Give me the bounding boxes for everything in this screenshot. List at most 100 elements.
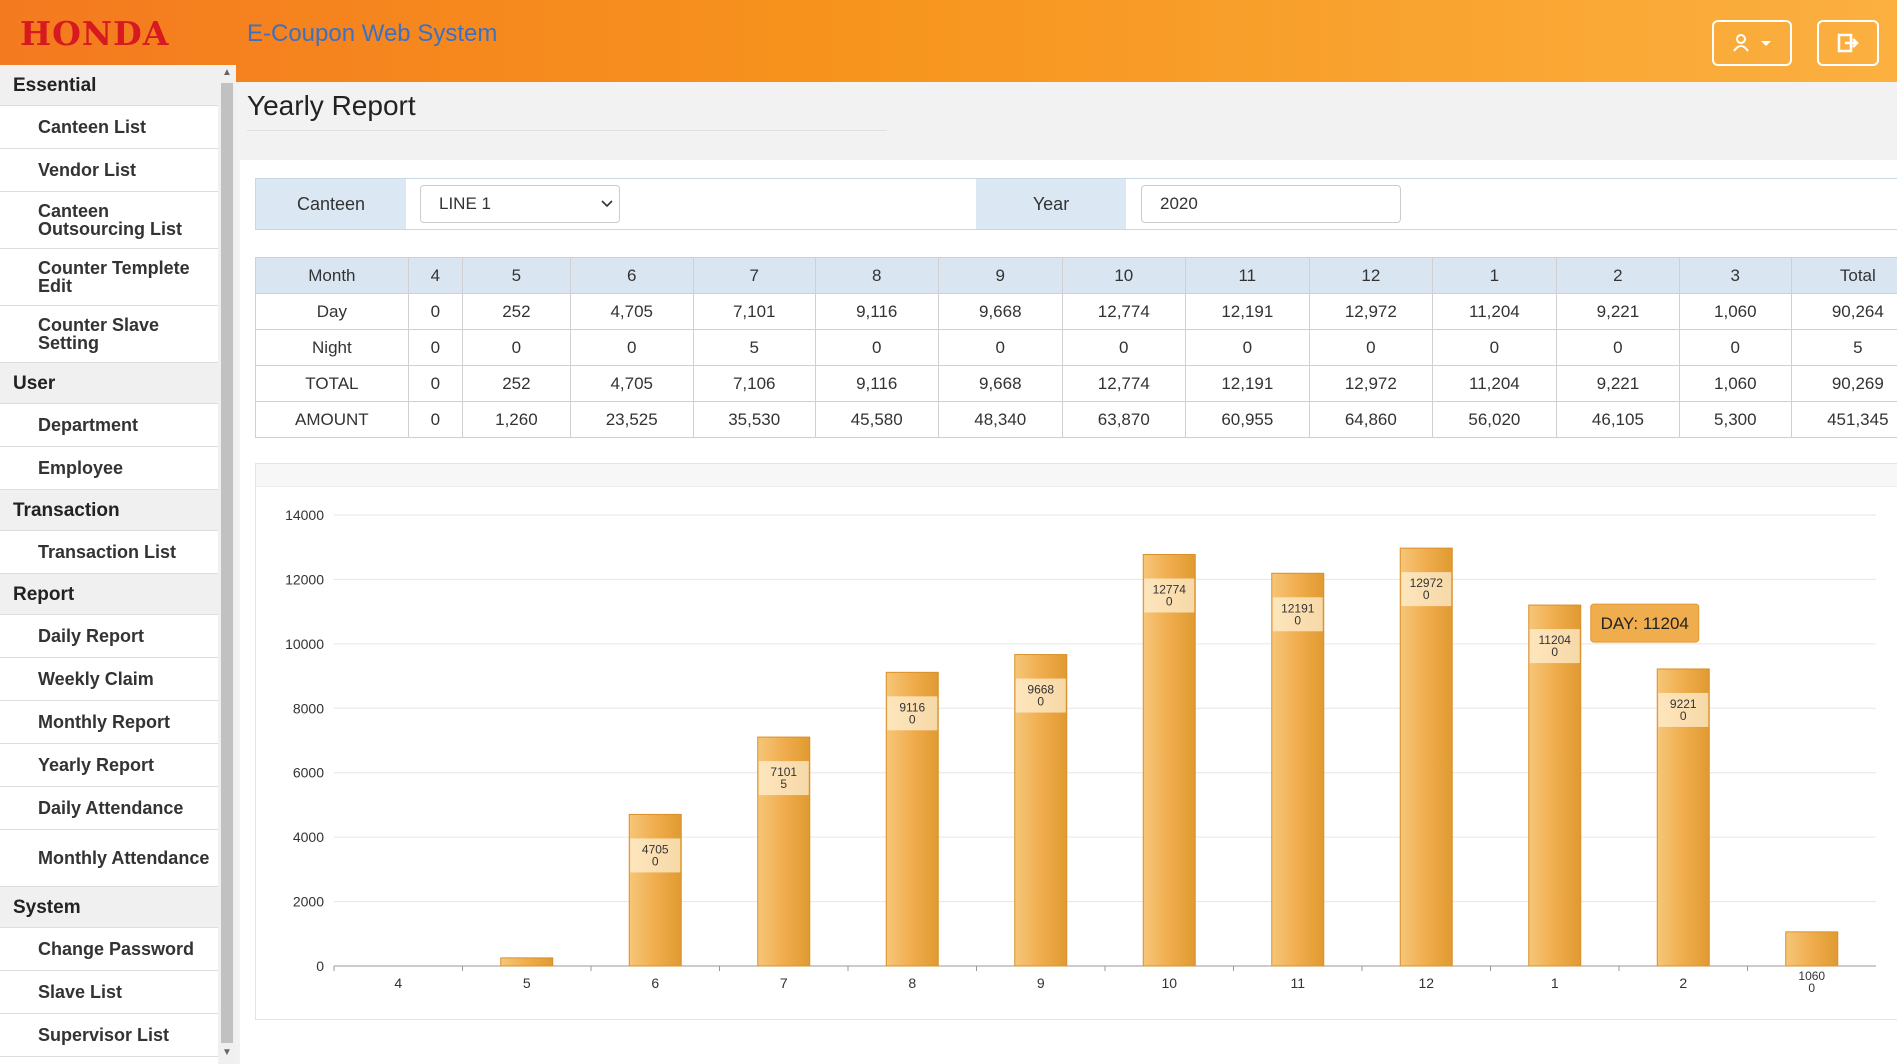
filter-bar: Canteen LINE 1 Year 2020 (255, 178, 1897, 230)
bar-10[interactable] (1142, 553, 1196, 967)
sidebar-item-counter-slave-setting[interactable]: Counter Slave Setting (0, 306, 218, 363)
y-tick-label: 6000 (293, 765, 324, 781)
table-header-cell: 9 (937, 257, 1063, 294)
table-header-cell: 4 (407, 257, 464, 294)
user-menu-button[interactable] (1712, 20, 1792, 66)
table-cell: 0 (1431, 329, 1557, 366)
sidebar-item-vendor-list[interactable]: Vendor List (0, 149, 218, 192)
app-title: E-Coupon Web System (247, 20, 498, 47)
bar-night-label: 0 (1423, 588, 1430, 602)
bar-night-label: 0 (909, 712, 916, 726)
table-cell: 12,774 (1061, 293, 1186, 330)
year-input[interactable]: 2020 (1141, 185, 1401, 223)
bar-5[interactable] (500, 957, 554, 967)
table-header-cell: 5 (462, 257, 571, 294)
scroll-thumb[interactable] (221, 83, 233, 1043)
y-tick-label: 4000 (293, 829, 324, 845)
sidebar-item-daily-report[interactable]: Daily Report (0, 615, 218, 658)
sidebar-scrollbar[interactable]: ▲ ▼ (218, 65, 236, 1064)
sidebar-item-monthly-attendance[interactable]: Monthly Attendance (0, 830, 218, 887)
page-title: Yearly Report (247, 90, 416, 121)
table-cell: 4,705 (569, 365, 694, 402)
sidebar-item-canteen-outsourcing-list[interactable]: Canteen Outsourcing List (0, 192, 218, 249)
table-cell: 11,204 (1431, 293, 1557, 330)
table-cell: 0 (814, 329, 939, 366)
table-cell: 1,060 (1678, 365, 1792, 402)
sidebar-section-system: System (0, 887, 218, 928)
bar-day-label: 1060 (1798, 969, 1825, 983)
table-cell: 252 (462, 293, 571, 330)
table-cell: Day (255, 293, 409, 330)
table-header-cell: 8 (814, 257, 939, 294)
table-cell: 48,340 (937, 401, 1063, 438)
table-cell: 9,116 (814, 293, 939, 330)
table-cell: 60,955 (1184, 401, 1310, 438)
sidebar-item-counter-templete-edit[interactable]: Counter Templete Edit (0, 249, 218, 306)
table-cell: 63,870 (1061, 401, 1186, 438)
table-cell: 9,221 (1555, 293, 1680, 330)
x-tick-label: 9 (1037, 975, 1045, 991)
table-header-cell: Month (255, 257, 409, 294)
table-cell: Night (255, 329, 409, 366)
honda-logo: HONDA (20, 14, 170, 53)
bar-night-label: 0 (1037, 695, 1044, 709)
x-tick-label: 2 (1679, 975, 1687, 991)
sidebar-item-daily-attendance[interactable]: Daily Attendance (0, 787, 218, 830)
table-cell: 1,260 (462, 401, 571, 438)
sidebar-item-supervisor-list[interactable]: Supervisor List (0, 1014, 218, 1057)
user-icon (1733, 34, 1749, 52)
sidebar-item-weekly-claim[interactable]: Weekly Claim (0, 658, 218, 701)
table-cell: 11,204 (1431, 365, 1557, 402)
table-cell: TOTAL (255, 365, 409, 402)
table-cell: 7,106 (692, 365, 816, 402)
x-tick-label: 1 (1551, 975, 1559, 991)
logout-button[interactable] (1817, 20, 1879, 66)
bar-6[interactable] (628, 813, 682, 967)
table-cell: 7,101 (692, 293, 816, 330)
bar-label-bg (630, 838, 681, 873)
canteen-select-value: LINE 1 (439, 194, 491, 213)
sidebar-item-change-password[interactable]: Change Password (0, 928, 218, 971)
scroll-up-icon[interactable]: ▲ (222, 67, 232, 78)
x-tick-label: 11 (1290, 975, 1305, 991)
table-header-cell: 12 (1308, 257, 1433, 294)
sidebar-item-employee[interactable]: Employee (0, 447, 218, 490)
table-cell: 90,264 (1790, 293, 1897, 330)
sidebar-item-slave-list[interactable]: Slave List (0, 971, 218, 1014)
bar-3[interactable] (1785, 931, 1839, 967)
sidebar-item-transaction-list[interactable]: Transaction List (0, 531, 218, 574)
sign-out-icon (1837, 33, 1859, 53)
table-cell: 0 (937, 329, 1063, 366)
table-header-cell: 11 (1184, 257, 1310, 294)
bar-11[interactable] (1271, 572, 1325, 967)
canteen-select[interactable]: LINE 1 (420, 185, 620, 223)
bar-day-label: 12972 (1410, 576, 1444, 590)
table-row: Night 0 0 0 5 0 0 0 0 0 0 0 0 5 (255, 329, 1897, 366)
table-cell: 0 (407, 401, 464, 438)
table-cell: 0 (1308, 329, 1433, 366)
table-cell: 9,668 (937, 365, 1063, 402)
table-cell: 23,525 (569, 401, 694, 438)
bar-1[interactable] (1528, 604, 1582, 967)
y-tick-label: 10000 (285, 636, 324, 652)
year-label: Year (976, 179, 1126, 229)
table-header-cell: 1 (1431, 257, 1557, 294)
sidebar-item-canteen-list[interactable]: Canteen List (0, 106, 218, 149)
table-cell: 0 (407, 365, 464, 402)
table-cell: AMOUNT (255, 401, 409, 438)
sidebar-item-department[interactable]: Department (0, 404, 218, 447)
scroll-down-icon[interactable]: ▼ (222, 1047, 232, 1058)
table-row: AMOUNT 0 1,260 23,525 35,530 45,580 48,3… (255, 401, 1897, 438)
bar-12[interactable] (1399, 547, 1453, 967)
table-cell: 0 (462, 329, 571, 366)
bar-label-bg (1015, 678, 1066, 713)
y-tick-label: 2000 (293, 894, 324, 910)
table-cell: 12,191 (1184, 365, 1310, 402)
bar-night-label: 0 (1551, 645, 1558, 659)
x-tick-label: 7 (780, 975, 788, 991)
sidebar-item-yearly-report[interactable]: Yearly Report (0, 744, 218, 787)
sidebar-item-monthly-report[interactable]: Monthly Report (0, 701, 218, 744)
table-header-cell: 7 (692, 257, 816, 294)
x-tick-label: 12 (1418, 975, 1434, 991)
